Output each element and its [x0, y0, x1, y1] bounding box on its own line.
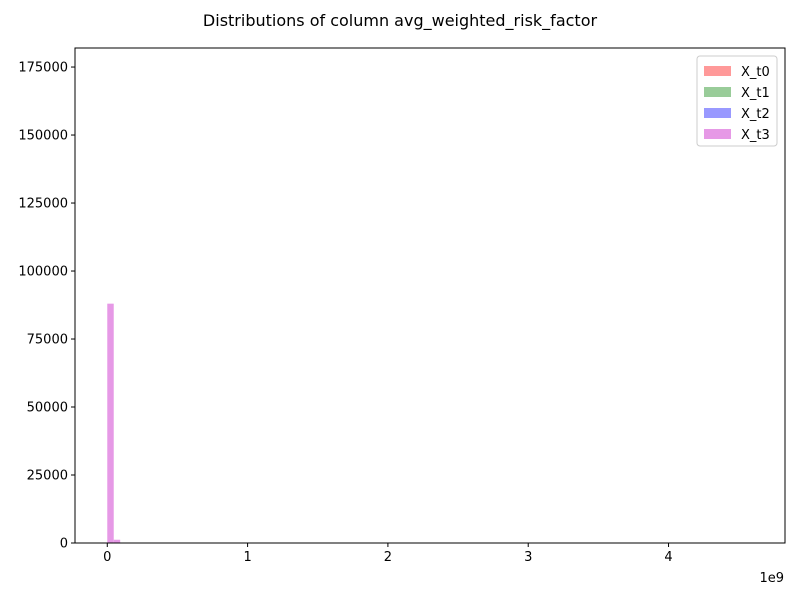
y-tick-label: 125000	[18, 197, 68, 212]
y-tick-label: 175000	[18, 61, 68, 76]
y-tick-label: 100000	[18, 265, 68, 280]
legend-label: X_t2	[741, 107, 770, 122]
x-ticks: 0 1 2 3 4	[103, 543, 673, 565]
bar-x-t3-1	[113, 539, 121, 543]
x-tick-label: 2	[384, 550, 392, 565]
axes-frame	[74, 47, 786, 544]
y-tick-label: 0	[60, 537, 68, 552]
x-tick-label: 4	[664, 550, 672, 565]
bars-layer	[107, 303, 121, 543]
legend-swatch	[704, 87, 731, 97]
y-tick-label: 75000	[27, 333, 68, 348]
y-tick-label: 25000	[27, 469, 68, 484]
x-tick-label: 1	[243, 550, 251, 565]
chart-title: Distributions of column avg_weighted_ris…	[203, 11, 598, 31]
legend: X_t0 X_t1 X_t2 X_t3	[696, 55, 778, 147]
x-axis-offset-label: 1e9	[759, 571, 784, 586]
legend-swatch	[704, 66, 731, 76]
y-tick-label: 50000	[27, 401, 68, 416]
legend-swatch	[704, 108, 731, 118]
legend-swatch	[704, 129, 731, 139]
y-ticks: 0 25000 50000 75000 100000 125000 150000 175000	[18, 61, 75, 552]
bar-x-t3-0	[107, 303, 114, 543]
x-tick-label: 3	[524, 550, 532, 565]
y-tick-label: 150000	[18, 129, 68, 144]
legend-box	[696, 55, 778, 147]
x-tick-label: 0	[103, 550, 111, 565]
legend-label: X_t3	[741, 128, 770, 143]
legend-label: X_t1	[741, 86, 770, 101]
legend-label: X_t0	[741, 65, 770, 80]
